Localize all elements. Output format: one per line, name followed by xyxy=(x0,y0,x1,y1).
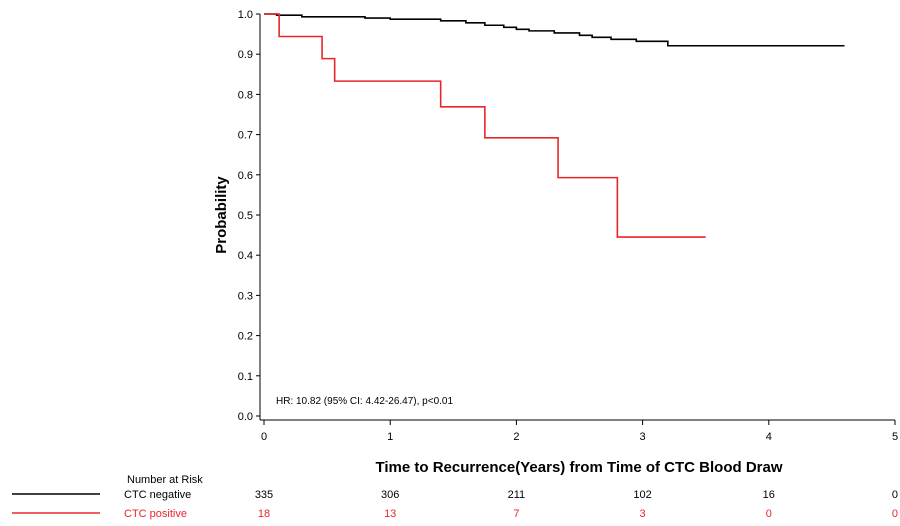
y-tick-label: 0.3 xyxy=(238,290,253,302)
y-tick-label: 0.4 xyxy=(238,250,253,262)
y-axis-label: Probability xyxy=(213,176,230,254)
y-tick-label: 0.9 xyxy=(238,49,253,61)
ctc-positive-risk-value: 0 xyxy=(766,508,772,520)
y-tick-label: 0.0 xyxy=(238,411,253,423)
ctc-positive-risk-value: 3 xyxy=(640,508,646,520)
ctc-positive-risk-value: 0 xyxy=(892,508,898,520)
y-tick-label: 0.7 xyxy=(238,130,253,142)
ctc-negative-risk-value: 16 xyxy=(763,489,775,501)
ctc-positive-curve xyxy=(264,13,706,238)
ctc-negative-risk-value: 211 xyxy=(508,489,526,501)
hazard-ratio-annotation: HR: 10.82 (95% CI: 4.42-26.47), p<0.01 xyxy=(276,396,453,407)
ctc-negative-risk-value: 335 xyxy=(255,489,273,501)
ctc-positive-risk-value: 7 xyxy=(513,508,519,520)
axes: 0.0 0.1 0.2 0.3 0.4 0.5 0.6 0.7 0.8 0.9 1.0 0 1 2 3 4 5 xyxy=(238,9,898,443)
y-tick-label: 0.6 xyxy=(238,170,253,182)
ctc-negative-risk-value: 306 xyxy=(381,489,399,501)
x-tick-label: 5 xyxy=(892,431,898,443)
ctc-positive-risk-label: CTC positive xyxy=(124,508,187,520)
x-tick-label: 1 xyxy=(387,431,393,443)
ctc-negative-curve xyxy=(264,13,845,47)
ctc-positive-risk-value: 18 xyxy=(258,508,270,520)
x-axis-label: Time to Recurrence(Years) from Time of C… xyxy=(375,459,782,476)
x-tick-label: 3 xyxy=(640,431,646,443)
risk-table-title: Number at Risk xyxy=(127,474,203,486)
ctc-positive-risk-value: 13 xyxy=(384,508,396,520)
x-tick-label: 0 xyxy=(261,431,267,443)
y-tick-label: 1.0 xyxy=(238,9,253,21)
x-tick-label: 4 xyxy=(766,431,772,443)
y-tick-label: 0.1 xyxy=(238,371,253,383)
x-tick-label: 2 xyxy=(513,431,519,443)
y-tick-label: 0.5 xyxy=(238,210,253,222)
y-tick-label: 0.8 xyxy=(238,89,253,101)
y-tick-label: 0.2 xyxy=(238,331,253,343)
ctc-negative-risk-label: CTC negative xyxy=(124,489,191,501)
series-group xyxy=(264,13,845,238)
risk-table: Number at Risk CTC negative 335 306 211 102 1… xyxy=(12,474,898,520)
ctc-negative-risk-value: 102 xyxy=(633,489,651,501)
ctc-negative-risk-value: 0 xyxy=(892,489,898,501)
